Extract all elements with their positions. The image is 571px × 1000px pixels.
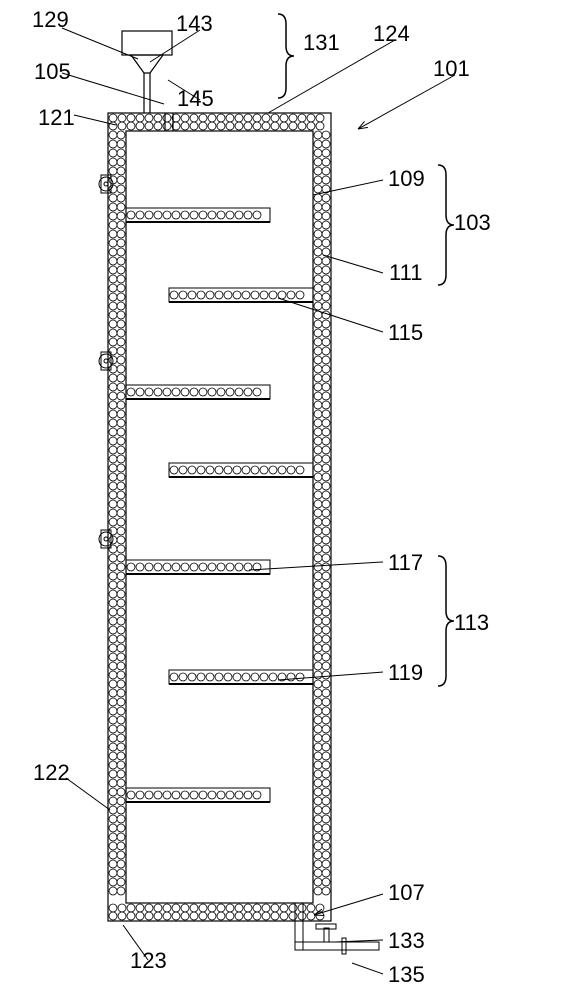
- technical-diagram: [0, 0, 571, 1000]
- part-label-123: 123: [130, 948, 167, 974]
- part-label-135: 135: [388, 962, 425, 988]
- part-label-107: 107: [388, 880, 425, 906]
- part-label-115: 115: [388, 320, 423, 346]
- part-label-113: 113: [454, 610, 489, 636]
- part-label-145: 145: [177, 86, 214, 112]
- part-label-101: 101: [433, 56, 470, 82]
- part-label-119: 119: [388, 660, 423, 686]
- part-label-124: 124: [373, 21, 410, 47]
- part-label-143: 143: [176, 11, 213, 37]
- part-label-122: 122: [33, 760, 70, 786]
- part-label-121: 121: [38, 105, 75, 131]
- part-label-133: 133: [388, 928, 425, 954]
- part-label-131: 131: [303, 30, 340, 56]
- part-label-105: 105: [34, 59, 71, 85]
- part-label-117: 117: [388, 550, 423, 576]
- part-label-129: 129: [32, 7, 69, 33]
- part-label-109: 109: [388, 166, 425, 192]
- part-label-103: 103: [454, 210, 491, 236]
- part-label-111: 111: [389, 260, 422, 286]
